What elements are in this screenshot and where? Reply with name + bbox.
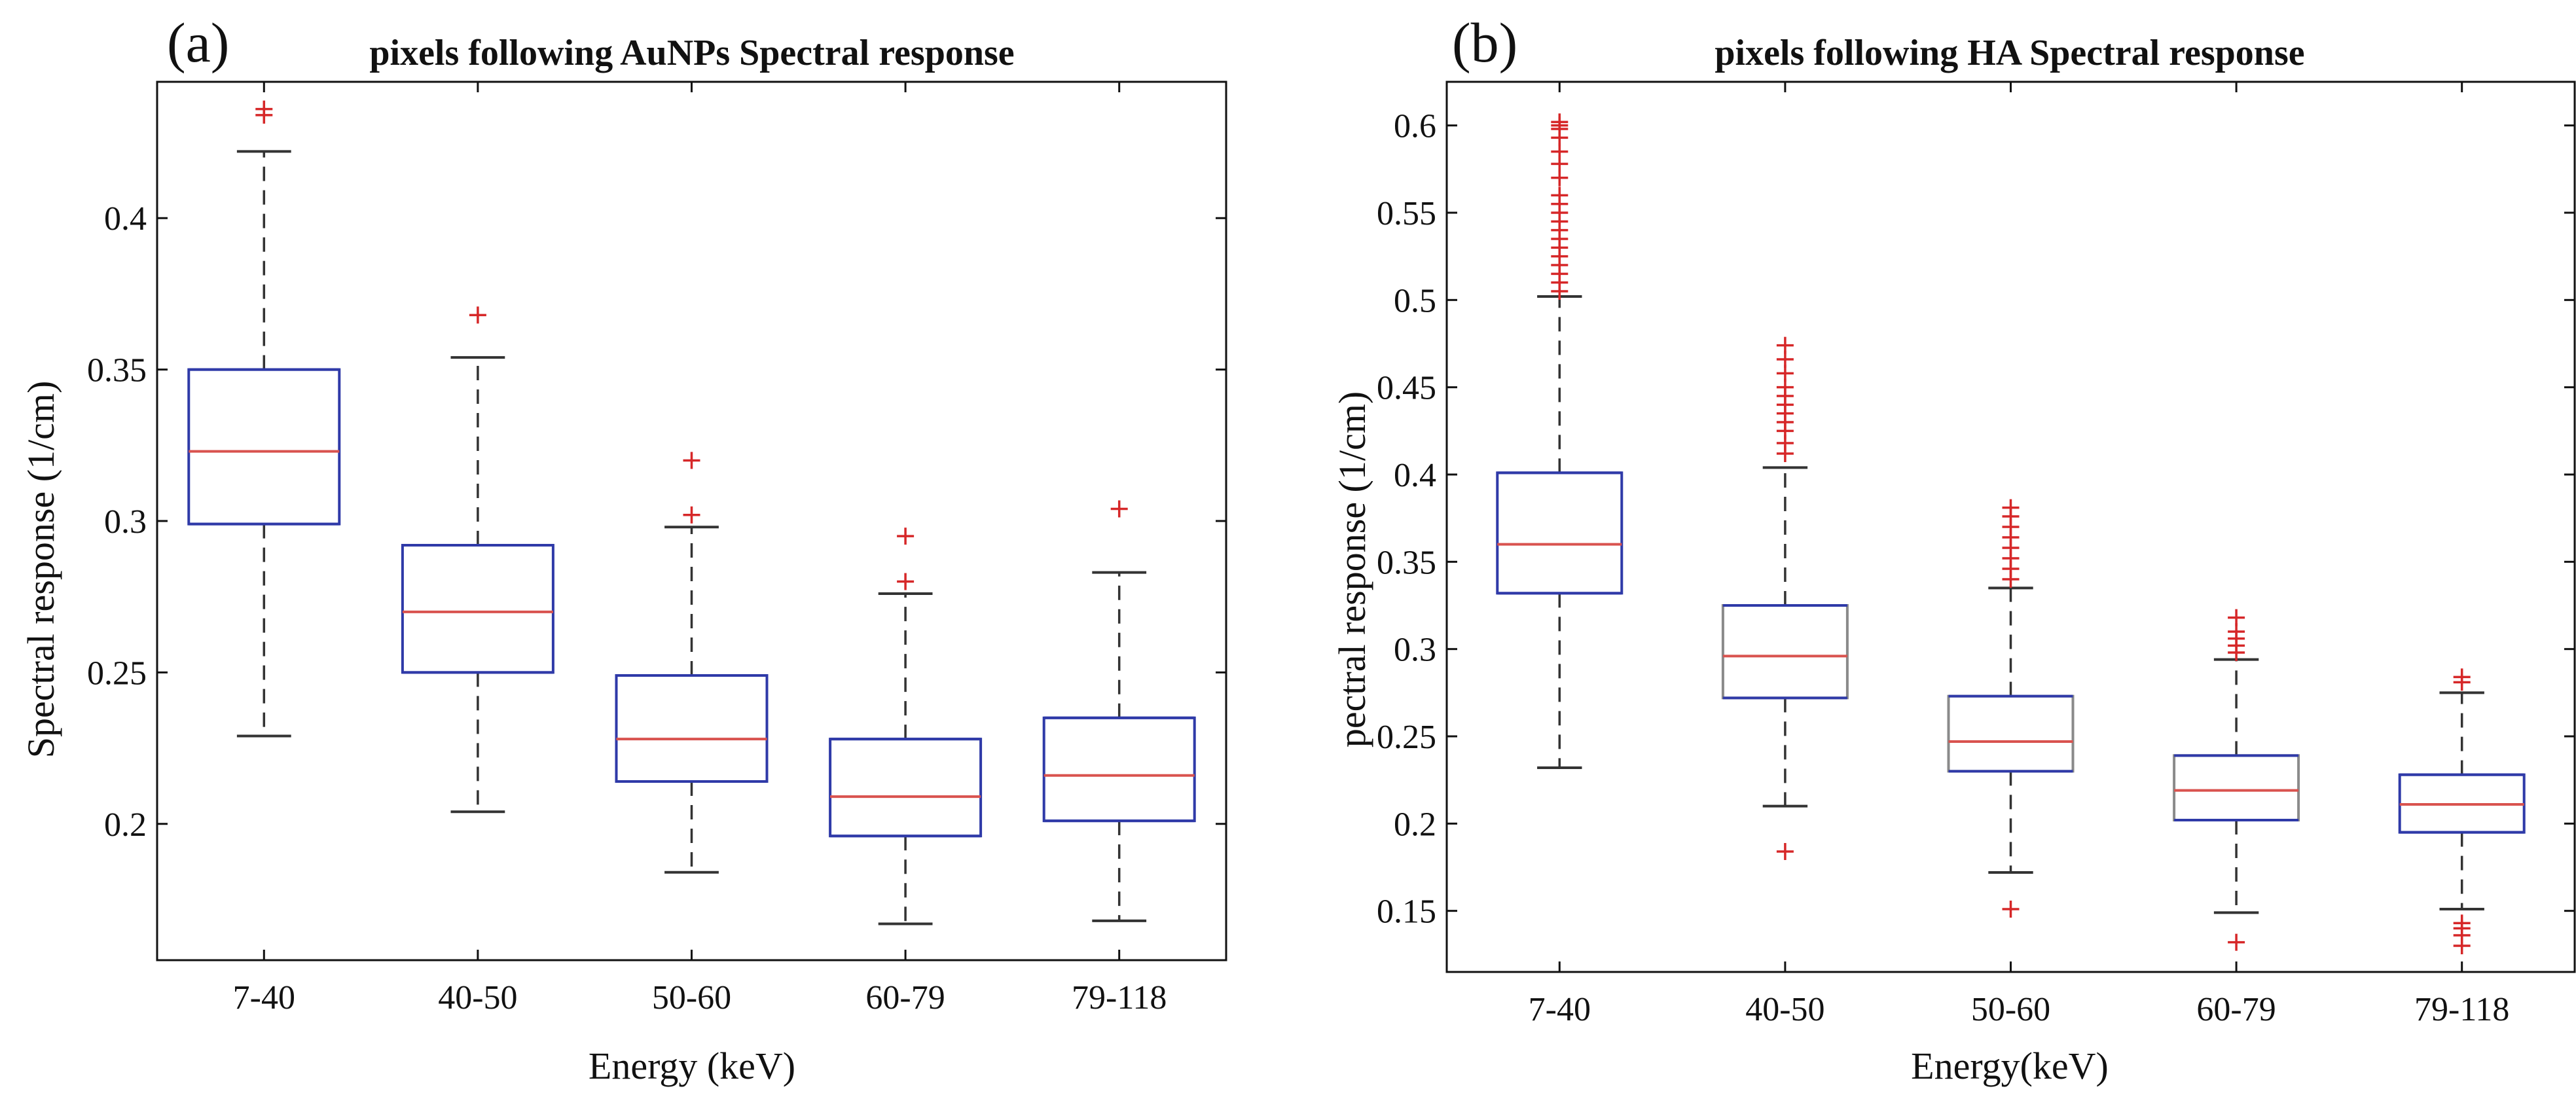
panel-b-title: pixels following HA Spectral response bbox=[1714, 33, 2304, 73]
panel-a-x-axis-label: Energy (keV) bbox=[589, 1045, 795, 1087]
x-tick-label: 7-40 bbox=[1529, 991, 1591, 1028]
outlier bbox=[2002, 499, 2020, 516]
outlier bbox=[1776, 336, 1794, 354]
y-tick-label: 0.45 bbox=[1377, 370, 1436, 407]
y-tick-label: 0.6 bbox=[1394, 108, 1436, 145]
panel-a-label: (a) bbox=[167, 11, 229, 74]
y-tick-label: 0.25 bbox=[87, 655, 147, 692]
panel-b-x-axis-label: Energy(keV) bbox=[1911, 1045, 2109, 1087]
x-tick-label: 7-40 bbox=[233, 979, 295, 1016]
outlier bbox=[469, 306, 486, 324]
outlier bbox=[1551, 113, 1569, 131]
outlier bbox=[897, 573, 915, 590]
x-tick-label: 60-79 bbox=[2196, 991, 2276, 1028]
x-tick-label: 50-60 bbox=[652, 979, 731, 1016]
y-tick-label: 0.2 bbox=[1394, 806, 1436, 843]
outlier bbox=[1551, 187, 1569, 204]
box bbox=[1947, 694, 2075, 773]
outlier bbox=[255, 100, 273, 118]
outlier bbox=[2002, 901, 2020, 918]
panel-a-marks: 0.2 0.25 0.3 0.35 0.4 7-40 40-50 50-60 60-79 79-1… bbox=[87, 82, 1226, 1016]
x-tick-label: 79-118 bbox=[2414, 991, 2509, 1028]
box bbox=[187, 368, 341, 526]
panel-b-marks: 0.15 0.2 0.25 0.3 0.35 0.4 0.45 0.5 0.55 0.6 7-40 4… bbox=[1377, 82, 2575, 1028]
y-tick-label: 0.2 bbox=[104, 806, 147, 844]
box bbox=[1496, 471, 1624, 595]
outlier bbox=[2228, 933, 2245, 951]
panel-b-label: (b) bbox=[1452, 11, 1517, 74]
y-tick-label: 0.35 bbox=[87, 352, 147, 389]
outlier bbox=[683, 506, 700, 524]
y-tick-label: 0.5 bbox=[1394, 282, 1436, 319]
panel-a-y-axis-label: Spectral response (1/cm) bbox=[20, 381, 62, 759]
y-tick-label: 0.15 bbox=[1377, 893, 1436, 931]
x-tick-label: 50-60 bbox=[1971, 991, 2050, 1028]
outlier bbox=[683, 452, 700, 469]
panel-a-axes-frame bbox=[156, 81, 1227, 961]
y-tick-label: 0.35 bbox=[1377, 544, 1436, 581]
panel-b: (b) pixels following HA Spectral respons… bbox=[1331, 11, 2576, 1087]
outlier bbox=[2453, 914, 2471, 932]
y-tick-label: 0.4 bbox=[104, 200, 147, 238]
x-tick-label: 60-79 bbox=[865, 979, 945, 1016]
outlier bbox=[2453, 668, 2471, 686]
outlier bbox=[1110, 500, 1128, 518]
box bbox=[1042, 716, 1196, 823]
x-tick-label: 79-118 bbox=[1072, 979, 1167, 1016]
panel-b-y-axis-label: pectral response (1/cm) bbox=[1331, 391, 1373, 747]
y-tick-label: 0.55 bbox=[1377, 195, 1436, 232]
panel-a: (a) pixels following AuNPs Spectral resp… bbox=[20, 11, 1227, 1087]
y-tick-label: 0.25 bbox=[1377, 719, 1436, 756]
box bbox=[615, 674, 769, 783]
box bbox=[2173, 754, 2300, 822]
y-tick-label: 0.3 bbox=[104, 503, 147, 541]
outlier bbox=[897, 528, 915, 545]
outlier bbox=[1776, 843, 1794, 860]
y-tick-label: 0.3 bbox=[1394, 632, 1436, 669]
box bbox=[401, 544, 554, 674]
box bbox=[829, 738, 983, 838]
y-tick-label: 0.4 bbox=[1394, 457, 1436, 494]
panel-a-title: pixels following AuNPs Spectral response bbox=[369, 33, 1014, 73]
x-tick-label: 40-50 bbox=[438, 979, 517, 1016]
outlier bbox=[2228, 609, 2245, 626]
x-tick-label: 40-50 bbox=[1745, 991, 1824, 1028]
box bbox=[1721, 604, 1849, 700]
panel-b-axes-frame bbox=[1445, 81, 2576, 973]
